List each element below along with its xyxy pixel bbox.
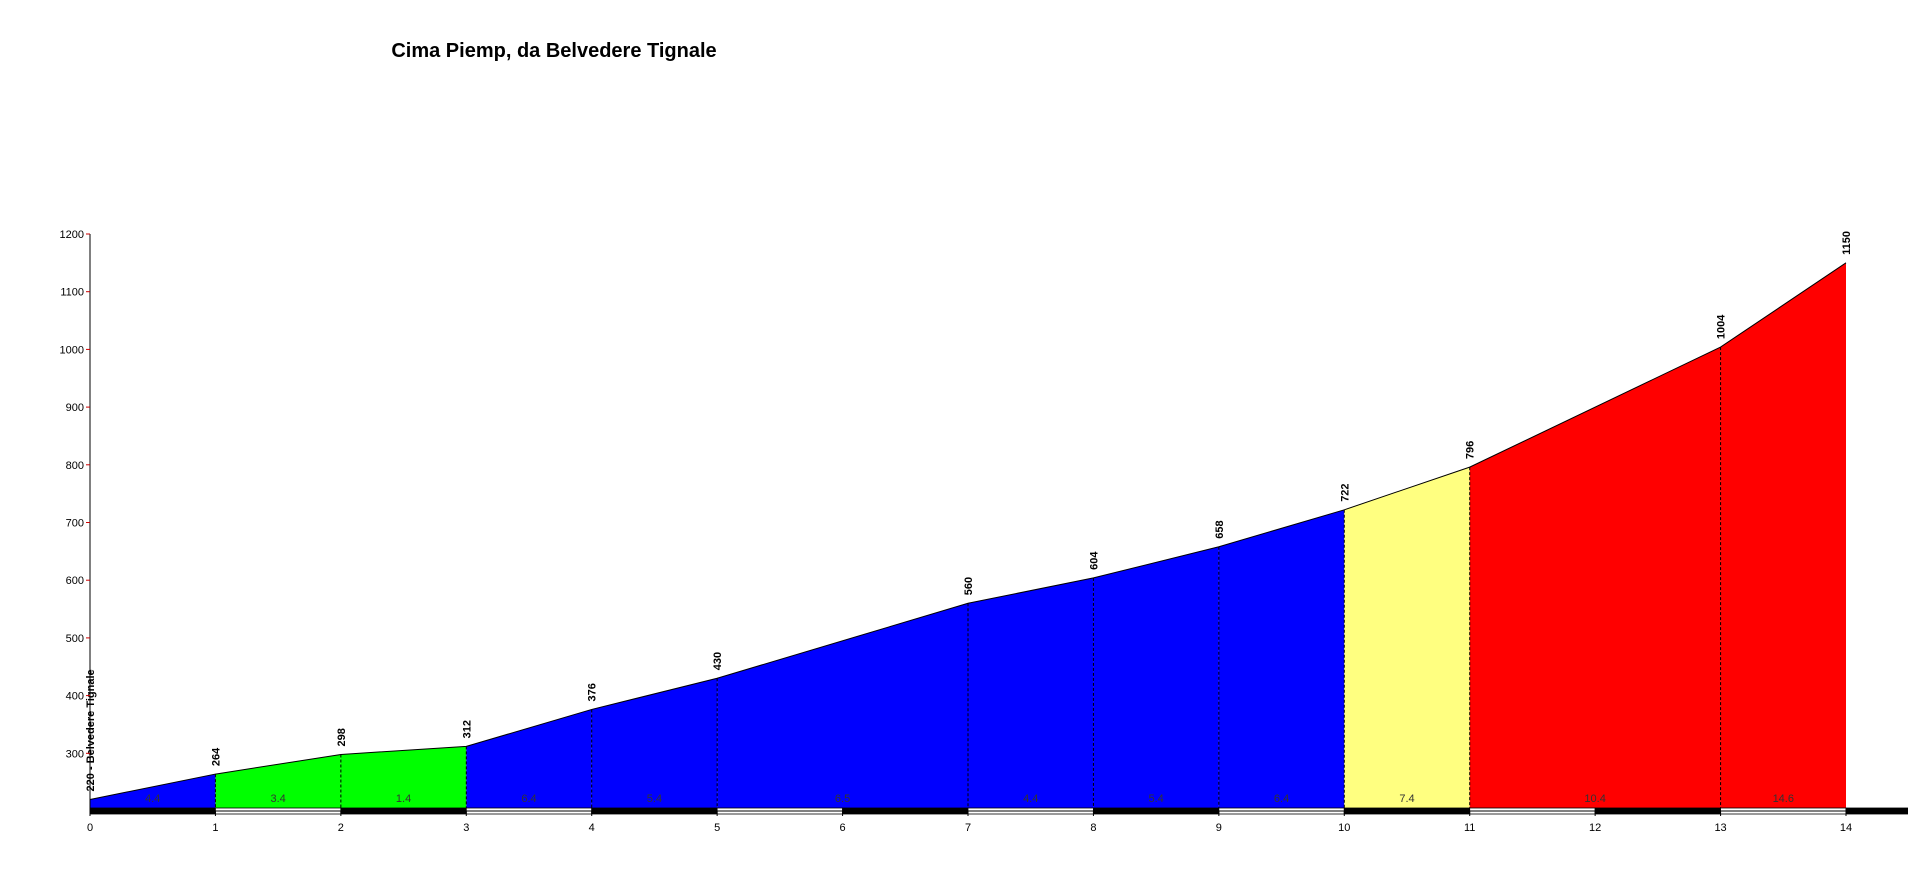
- segment-area: [1218, 509, 1345, 811]
- elevation-label: 604: [1088, 551, 1100, 570]
- x-tick-label: 3: [463, 822, 469, 834]
- x-tick-label: 13: [1714, 822, 1726, 834]
- x-tick-label: 6: [840, 822, 846, 834]
- y-tick-label: 1000: [60, 344, 84, 356]
- y-tick-label: 600: [66, 575, 84, 587]
- grade-label: 6.4: [521, 793, 536, 805]
- x-tick-label: 8: [1090, 822, 1096, 834]
- x-tick-label: 2: [338, 822, 344, 834]
- x-tick-label: 0: [87, 822, 93, 834]
- grade-label: 5.4: [647, 793, 662, 805]
- segment-area: [717, 603, 968, 811]
- y-tick-label: 1200: [60, 229, 84, 241]
- elevation-label: 220 - Belvedere Tignale: [85, 669, 97, 791]
- elevation-label: 430: [712, 652, 724, 670]
- elevation-label: 376: [587, 683, 599, 701]
- grade-label: 14.6: [1773, 793, 1794, 805]
- y-tick-label: 900: [66, 402, 84, 414]
- elevation-label: 264: [210, 747, 222, 766]
- x-tick-label: 12: [1589, 822, 1601, 834]
- elevation-label: 1004: [1716, 314, 1728, 339]
- y-tick-label: 400: [66, 691, 84, 703]
- grade-label: 6.5: [835, 793, 850, 805]
- grade-label: 4.4: [145, 793, 160, 805]
- grade-label: 3.4: [270, 793, 285, 805]
- y-tick-label: 300: [66, 748, 84, 760]
- elevation-label: 722: [1339, 483, 1351, 501]
- segment-area: [591, 678, 718, 811]
- y-tick-label: 1100: [60, 287, 84, 299]
- elevation-label: 796: [1465, 441, 1477, 459]
- x-tick-label: 11: [1464, 822, 1475, 834]
- segment-area: [340, 746, 467, 811]
- grade-label: 5.4: [1148, 793, 1163, 805]
- elevation-label: 658: [1214, 520, 1226, 538]
- elevation-label: 1150: [1841, 231, 1853, 255]
- segment-area: [1344, 467, 1470, 811]
- y-tick-label: 700: [66, 518, 84, 530]
- segment-area: [466, 709, 592, 811]
- x-tick-label: 7: [965, 822, 971, 834]
- elevation-label: 298: [336, 728, 348, 746]
- elevation-label: 560: [963, 577, 975, 595]
- segment-area: [1469, 347, 1721, 811]
- grade-label: 7.4: [1399, 793, 1414, 805]
- grade-label: 1.4: [396, 793, 411, 805]
- elevation-label: 312: [461, 720, 473, 738]
- segment-area: [90, 774, 216, 811]
- x-tick-label: 4: [589, 822, 595, 834]
- chart-title: Cima Piemp, da Belvedere Tignale: [391, 40, 716, 62]
- segment-area: [1093, 546, 1219, 811]
- x-tick-label: 5: [714, 822, 720, 834]
- segment-area: [1720, 262, 1846, 812]
- x-tick-label: 14: [1840, 822, 1852, 834]
- y-tick-label: 500: [66, 633, 84, 645]
- grade-label: 6.4: [1274, 793, 1289, 805]
- grade-label: 10.4: [1584, 793, 1605, 805]
- x-tick-label: 9: [1216, 822, 1222, 834]
- x-tick-label: 10: [1338, 822, 1350, 834]
- segment-area: [215, 754, 341, 811]
- segment-area: [968, 577, 1094, 811]
- x-tick-label: 1: [212, 822, 218, 834]
- grade-label: 4.4: [1023, 793, 1038, 805]
- y-tick-label: 800: [66, 460, 84, 472]
